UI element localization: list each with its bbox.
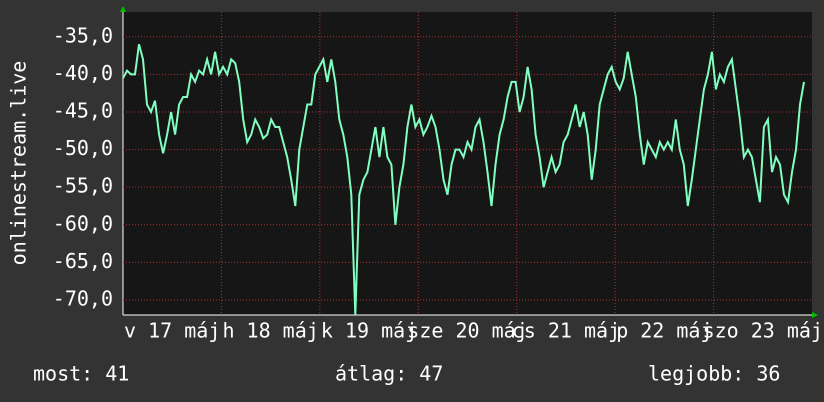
plot-area: [123, 12, 812, 315]
y-tick-label: -45,0: [53, 98, 113, 122]
x-arrow: [812, 312, 818, 318]
footer-current: most: 41: [33, 362, 129, 386]
x-tick-label: szo 23 máj: [703, 319, 823, 343]
footer-best: legjobb: 36: [648, 362, 780, 386]
y-axis-label: onlinestream.live: [7, 61, 31, 266]
y-tick-label: -70,0: [53, 286, 113, 310]
x-tick-label: cs 21 máj: [512, 319, 620, 343]
x-tick-label: p 22 máj: [616, 319, 712, 343]
y-tick-label: -55,0: [53, 174, 113, 198]
y-tick-label: -50,0: [53, 136, 113, 160]
x-tick-label: h 18 máj: [222, 319, 318, 343]
footer-average: átlag: 47: [335, 362, 443, 386]
y-tick-label: -60,0: [53, 211, 113, 235]
x-tick-label: v 17 máj: [124, 319, 220, 343]
x-tick-label: k 19 máj: [321, 319, 417, 343]
y-tick-label: -65,0: [53, 249, 113, 273]
y-arrow: [120, 6, 126, 12]
data-line: [122, 44, 805, 316]
y-tick-label: -40,0: [53, 61, 113, 85]
x-tick-label: sze 20 máj: [407, 319, 527, 343]
y-tick-label: -35,0: [53, 23, 113, 47]
